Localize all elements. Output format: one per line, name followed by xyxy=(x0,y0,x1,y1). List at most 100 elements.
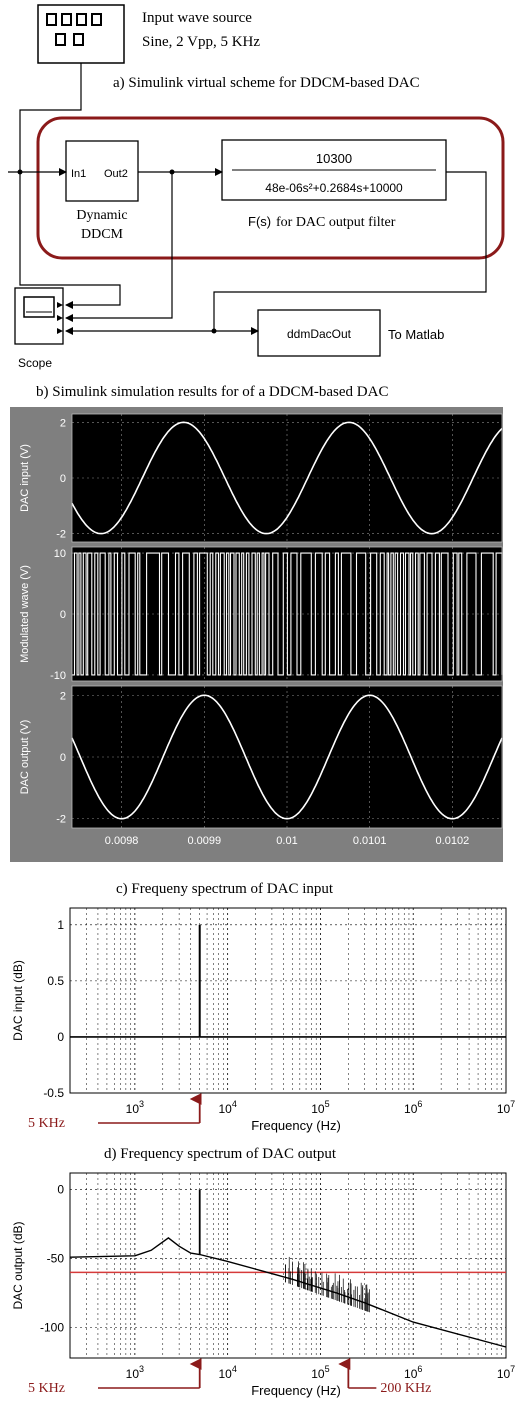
spectrum-xtick-label: 107 xyxy=(497,1099,515,1116)
spectrum-xtick-base: 10 xyxy=(218,1102,232,1116)
scope-signal-trace xyxy=(72,552,503,676)
ddcm-block[interactable]: In1 Out2 xyxy=(65,140,139,202)
spectrum-xtick-label: 104 xyxy=(218,1364,236,1381)
spectrum-xtick-base: 10 xyxy=(404,1102,418,1116)
spectrum-ytick-label: -100 xyxy=(40,1321,64,1335)
spectrum-xtick-label: 103 xyxy=(126,1099,144,1116)
scope-axis-2: 10 0 -10 Modulated wave (V) xyxy=(19,546,503,682)
workspace-caption: To Matlab xyxy=(388,327,444,342)
spectrum-xtick-label: 105 xyxy=(311,1364,329,1381)
spectrum-xlabel: Frequency (Hz) xyxy=(251,1118,341,1133)
scope-ytick-label: 0 xyxy=(60,752,66,764)
spectrum-xtick-base: 10 xyxy=(311,1367,325,1381)
scope-block[interactable] xyxy=(14,287,64,345)
spectrum-ylabel: DAC output (dB) xyxy=(11,1221,25,1309)
scope-ytick-label: 0 xyxy=(60,473,66,485)
caption-b: b) Simulink simulation results for of a … xyxy=(36,384,388,400)
source-params: Sine, 2 Vpp, 5 KHz xyxy=(142,34,260,50)
spectrum-xtick-base: 10 xyxy=(497,1102,511,1116)
caption-d: d) Frequency spectrum of DAC output xyxy=(104,1146,337,1162)
scope-ylabel: DAC input (V) xyxy=(19,444,31,512)
scope-ytick-label: -10 xyxy=(50,670,66,682)
scope-axis-frame xyxy=(71,685,503,829)
subsystem-outline xyxy=(36,116,505,260)
spectrum-xtick-exp: 5 xyxy=(325,1099,330,1109)
spectrum-xtick-base: 10 xyxy=(311,1102,325,1116)
spectrum-xtick-exp: 7 xyxy=(510,1364,515,1374)
scope-axis-frame xyxy=(71,413,503,543)
workspace-var: ddmDacOut xyxy=(287,327,352,341)
annotation-label: 5 KHz xyxy=(28,1381,65,1396)
wire-junctions xyxy=(17,169,217,334)
spectrum-axis-box xyxy=(69,907,507,1094)
spectrum-ytick-label: 0 xyxy=(57,1183,64,1197)
scope-ytick-label: -2 xyxy=(56,814,66,826)
ddcm-label-2: DDCM xyxy=(81,227,124,242)
spectrum-xtick-base: 10 xyxy=(126,1367,140,1381)
spectrum-ytick-label: 0.5 xyxy=(47,974,64,988)
ddcm-port-in: In1 xyxy=(71,168,86,180)
scope-ytick-label: 0 xyxy=(60,609,66,621)
tf-fs-label: F(s) xyxy=(248,214,271,229)
spectrum-xtick-base: 10 xyxy=(126,1102,140,1116)
spectrum-axis-box xyxy=(69,1172,507,1359)
scope-xtick-label: 0.0099 xyxy=(187,835,221,847)
scope-ytick-label: -2 xyxy=(56,529,66,541)
transfer-function-block[interactable]: 10300 48e-06s²+0.2684s+10000 xyxy=(221,139,447,201)
spectrum-ytick-label: 1 xyxy=(57,918,64,932)
scope-signal-trace xyxy=(71,694,503,820)
spectrum-xtick-label: 106 xyxy=(404,1364,422,1381)
scope-axis-3: 2 0 -2 DAC output (V) 0.0098 0.0099 0.01 0.0101… xyxy=(19,685,503,847)
spectrum-xtick-exp: 3 xyxy=(139,1364,144,1374)
scope-xtick-label: 0.0101 xyxy=(353,835,387,847)
spectrum-xtick-label: 105 xyxy=(311,1099,329,1116)
spectrum-xtick-exp: 3 xyxy=(139,1099,144,1109)
scope-signal-trace xyxy=(71,421,503,535)
workspace-block[interactable]: ddmDacOut xyxy=(257,309,381,357)
scope-ytick-label: 10 xyxy=(54,548,66,560)
scope-ylabel: Modulated wave (V) xyxy=(19,565,31,663)
spectrum-xtick-exp: 4 xyxy=(232,1364,237,1374)
annotation-label: 200 KHz xyxy=(380,1381,431,1396)
scope-ylabel: DAC output (V) xyxy=(19,720,31,795)
signal-wires xyxy=(8,63,487,335)
scope-xtick-label: 0.01 xyxy=(276,835,297,847)
spectrum-xtick-label: 106 xyxy=(404,1099,422,1116)
spectrum-xlabel: Frequency (Hz) xyxy=(251,1383,341,1398)
spectrum-xtick-exp: 4 xyxy=(232,1099,237,1109)
source-block[interactable] xyxy=(37,4,125,64)
spectrum-xtick-exp: 7 xyxy=(510,1099,515,1109)
scope-plots: 2 0 -2 DAC input (V) 10 0 -10 Modulated wave (V… xyxy=(19,413,503,847)
source-title: Input wave source xyxy=(142,10,252,26)
tf-numerator: 10300 xyxy=(316,151,352,166)
ddcm-port-out: Out2 xyxy=(104,168,128,180)
scope-axis-1: 2 0 -2 DAC input (V) xyxy=(19,413,503,543)
spectrum-xtick-exp: 6 xyxy=(417,1099,422,1109)
spectrum-xtick-label: 103 xyxy=(126,1364,144,1381)
spectrum-xtick-exp: 6 xyxy=(417,1364,422,1374)
caption-c: c) Frequeny spectrum of DAC input xyxy=(116,881,334,897)
scope-ytick-label: 2 xyxy=(60,417,66,429)
tf-denominator: 48e-06s²+0.2684s+10000 xyxy=(265,181,403,195)
scope-ytick-label: 2 xyxy=(60,690,66,702)
spectrum-xtick-label: 107 xyxy=(497,1364,515,1381)
spectrum-ylabel: DAC input (dB) xyxy=(11,960,25,1041)
spectrum-ytick-label: -0.5 xyxy=(43,1086,64,1100)
scope-axis-frame xyxy=(71,546,503,682)
spectrum-xtick-base: 10 xyxy=(497,1367,511,1381)
spectrum-ytick-label: 0 xyxy=(57,1030,64,1044)
scope-label: Scope xyxy=(18,356,52,370)
ddcm-label-1: Dynamic xyxy=(76,208,127,223)
spectrum-ytick-label: -50 xyxy=(47,1252,65,1266)
annotation-label: 5 KHz xyxy=(28,1116,65,1131)
caption-a: a) Simulink virtual scheme for DDCM-base… xyxy=(113,75,420,91)
spectrum-xtick-exp: 5 xyxy=(325,1364,330,1374)
scope-xtick-label: 0.0102 xyxy=(436,835,470,847)
spectrum-xtick-base: 10 xyxy=(218,1367,232,1381)
tf-caption: for DAC output filter xyxy=(276,215,396,230)
spectrum-xtick-label: 104 xyxy=(218,1099,236,1116)
spectrum-xtick-base: 10 xyxy=(404,1367,418,1381)
